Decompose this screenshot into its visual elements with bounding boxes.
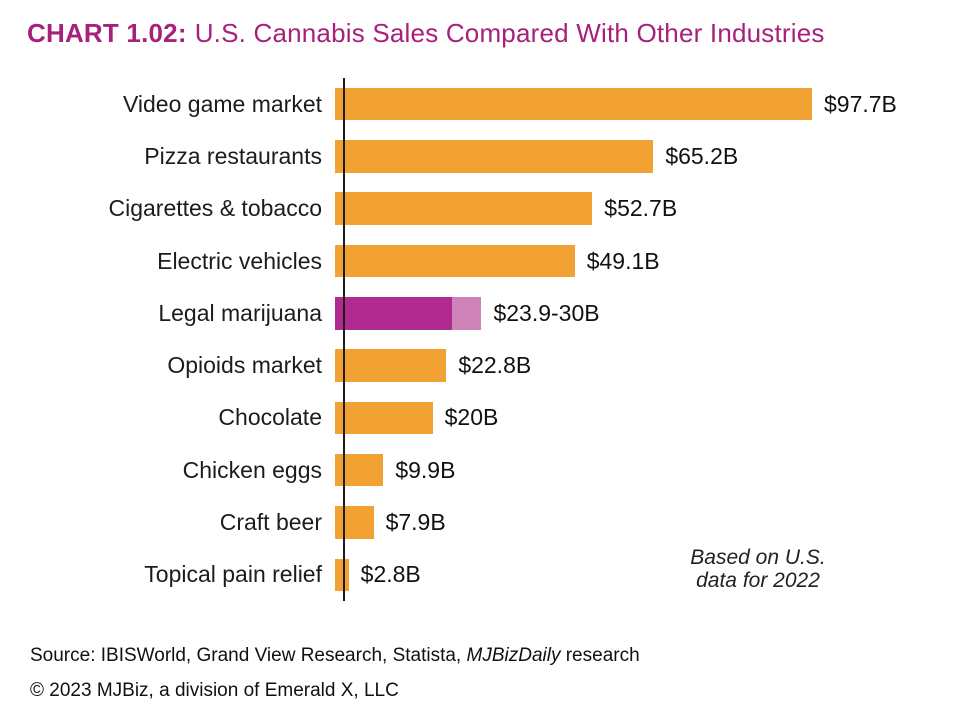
source-line: Source: IBISWorld, Grand View Research, … [30,645,640,667]
chart-row: Legal marijuana $23.9-30B [0,287,960,339]
bar-area: $7.9B [323,496,960,548]
page-title: CHART 1.02: U.S. Cannabis Sales Compared … [27,17,825,49]
bar-area: $2.8B [323,549,960,601]
annotation-note: Based on U.S. data for 2022 [688,546,828,592]
bar [335,401,433,435]
category-label: Cigarettes & tobacco [108,195,322,222]
bar [335,87,812,121]
value-label: $65.2B [665,142,739,169]
bar-area: $22.8B [323,339,960,391]
bar-area: $65.2B [323,130,960,182]
category-label: Electric vehicles [157,247,322,274]
category-label: Pizza restaurants [144,142,322,169]
bar-area: $23.9-30B [323,287,960,339]
annotation-line-1: Based on U.S. [690,546,826,569]
category-label: Craft beer [219,509,322,536]
chart-row: Topical pain relief $2.8B [0,549,960,601]
bar [335,244,575,278]
bar-chart: Video game market $97.7B Pizza restaurants… [0,78,960,601]
chart-row: Opioids market $22.8B [0,339,960,391]
bar-area: $20B [323,392,960,444]
value-label: $49.1B [586,247,660,274]
category-label: Opioids market [167,352,322,379]
bar [335,192,593,225]
chart-number-label: CHART 1.02: [27,18,187,48]
y-axis-line [343,78,345,601]
chart-row: Cigarettes & tobacco $52.7B [0,183,960,235]
category-label: Chicken eggs [182,456,322,483]
copyright-line: © 2023 MJBiz, a division of Emerald X, L… [30,680,399,701]
chart-row: Pizza restaurants $65.2B [0,130,960,182]
footer: Source: IBISWorld, Grand View Research, … [30,645,640,702]
bar-range-extension [451,297,482,330]
chart-row: Chocolate $20B [0,392,960,444]
value-label: $97.7B [824,90,897,117]
value-label: $52.7B [604,195,678,222]
chart-row: Chicken eggs $9.9B [0,444,960,496]
bar-area: $49.1B [323,235,960,287]
bar-area: $9.9B [323,444,960,496]
value-label: $7.9B [385,509,446,536]
category-label: Topical pain relief [144,561,322,588]
value-label: $22.8B [458,352,532,379]
category-label: Video game market [122,90,322,117]
source-italic-text: MJBizDaily [466,645,561,666]
category-label: Legal marijuana [158,299,322,326]
value-label: $9.9B [395,456,456,483]
value-label: $23.9-30B [493,299,600,326]
bar [335,558,349,592]
chart-rows: Video game market $97.7B Pizza restaurants… [0,78,960,601]
chart-row: Electric vehicles $49.1B [0,235,960,287]
bar [335,349,447,382]
bar [335,506,374,539]
value-label: $2.8B [360,561,421,588]
bar-area: $97.7B [323,78,960,130]
annotation-line-2: data for 2022 [696,569,820,592]
chart-row: Craft beer $7.9B [0,496,960,548]
chart-row: Video game market $97.7B [0,78,960,130]
bar-area: $52.7B [323,183,960,235]
source-text: Source: IBISWorld, Grand View Research, … [30,645,467,666]
value-label: $20B [444,404,499,431]
source-suffix-text: research [560,645,640,666]
bar [335,140,654,173]
category-label: Chocolate [218,404,322,431]
chart-title-text: U.S. Cannabis Sales Compared With Other … [194,18,825,48]
bar-highlighted [335,297,452,330]
